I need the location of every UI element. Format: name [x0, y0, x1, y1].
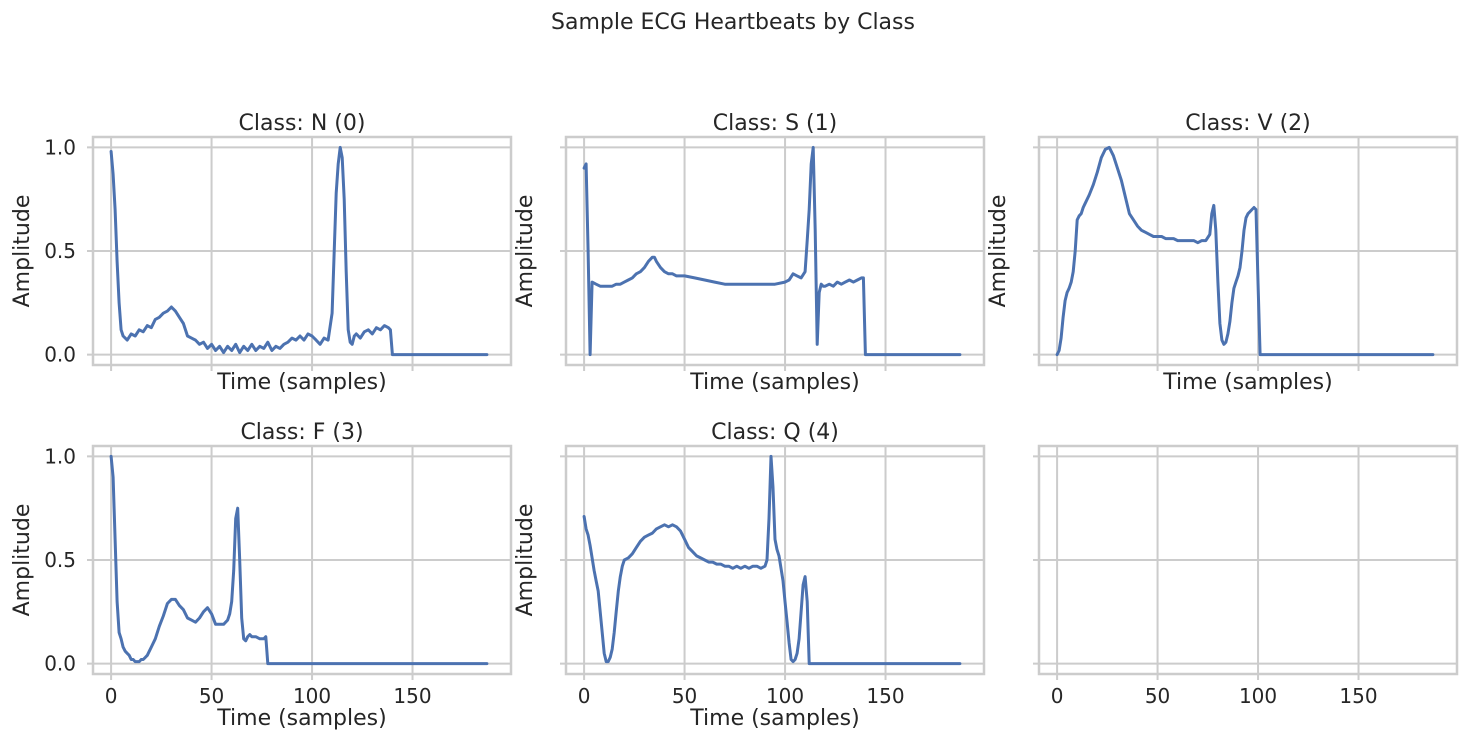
subplot-1: Class: S (1) Time (samples) Amplitude	[513, 111, 986, 395]
y-axis-label: Amplitude	[10, 504, 35, 617]
x-tick-label: 0	[105, 684, 118, 708]
x-tick-label: 50	[1145, 684, 1170, 708]
y-tick-label: 1.0	[44, 444, 76, 468]
x-tick-label: 150	[866, 684, 904, 708]
ecg-series-line	[109, 454, 489, 666]
x-tick-label: 100	[1239, 684, 1277, 708]
subplots-grid: 0.0 0.5 1.0 Class: N (0) Time (samples) Ampli…	[10, 111, 1459, 731]
y-tick-label: 0.0	[44, 652, 76, 676]
x-axis-label: Time (samples)	[689, 706, 859, 731]
x-tick-label: 150	[393, 684, 431, 708]
x-tick-label: 100	[766, 684, 804, 708]
subplot-0: 0.0 0.5 1.0 Class: N (0) Time (samples) Ampli…	[10, 111, 513, 395]
subplot-title: Class: F (3)	[240, 420, 363, 445]
x-axis-label: Time (samples)	[689, 370, 859, 395]
x-axis-label: Time (samples)	[216, 370, 386, 395]
figure-title: Sample ECG Heartbeats by Class	[551, 10, 915, 35]
x-tick-label: 0	[578, 684, 591, 708]
ecg-series-line	[109, 145, 489, 357]
subplot-title: Class: N (0)	[239, 111, 366, 136]
y-axis-label: Amplitude	[986, 195, 1011, 308]
subplot-4: 0 50 100 150 Class: Q (4) Time (samples) Ampli…	[513, 420, 986, 731]
ecg-series-line	[582, 454, 962, 666]
x-tick-label: 150	[1339, 684, 1377, 708]
x-axis-label: Time (samples)	[1162, 370, 1332, 395]
subplot-title: Class: Q (4)	[711, 420, 839, 445]
x-axis-label: Time (samples)	[216, 706, 386, 731]
x-tick-label: 0	[1051, 684, 1064, 708]
y-axis-label: Amplitude	[10, 195, 35, 308]
subplot-2: Class: V (2) Time (samples) Amplitude	[986, 111, 1459, 395]
y-tick-label: 1.0	[44, 135, 76, 159]
subplot-5: 0 50 100 150	[1033, 444, 1459, 708]
x-tick-label: 100	[293, 684, 331, 708]
y-tick-label: 0.5	[44, 239, 76, 263]
subplot-title: Class: V (2)	[1185, 111, 1311, 136]
subplot-title: Class: S (1)	[713, 111, 837, 136]
x-tick-label: 50	[199, 684, 224, 708]
ecg-series-line	[582, 145, 962, 357]
subplot-3: 0 50 100 150 0.0 0.5 1.0 Class: F (3) Time (samp…	[10, 420, 513, 731]
ecg-series-line	[1055, 145, 1435, 357]
y-axis-label: Amplitude	[513, 504, 538, 617]
x-tick-label: 50	[672, 684, 697, 708]
y-tick-label: 0.5	[44, 548, 76, 572]
y-tick-label: 0.0	[44, 343, 76, 367]
y-axis-label: Amplitude	[513, 195, 538, 308]
